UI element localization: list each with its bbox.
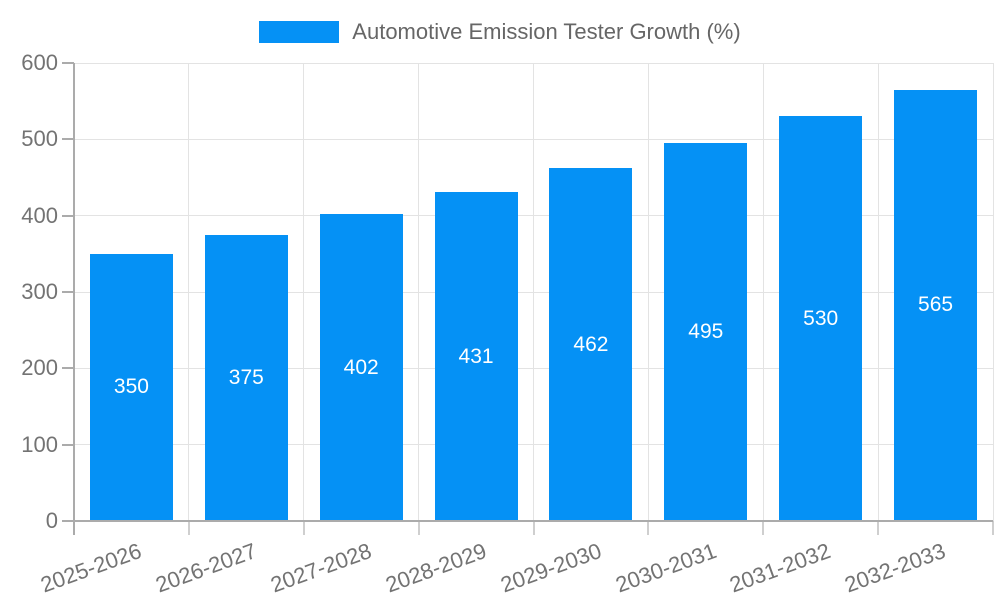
bar[interactable] <box>549 168 633 521</box>
gridline-vertical <box>303 63 305 521</box>
gridline-vertical <box>877 63 879 521</box>
bar[interactable] <box>664 143 748 521</box>
x-axis-tick <box>187 521 190 535</box>
bar[interactable] <box>319 214 403 521</box>
x-axis-tick <box>532 521 535 535</box>
y-axis-tick <box>62 138 74 141</box>
x-axis-tick-label: 2031-2032 <box>726 538 835 598</box>
legend-label: Automotive Emission Tester Growth (%) <box>352 19 741 44</box>
y-axis-tick <box>62 214 74 217</box>
gridline-vertical <box>992 63 994 521</box>
y-axis-tick <box>62 291 74 293</box>
y-axis-tick-label: 300 <box>21 279 58 304</box>
y-axis-tick-label: 400 <box>21 202 58 228</box>
x-axis-tick <box>302 521 305 535</box>
y-axis-tick <box>62 443 74 446</box>
gridline-vertical <box>418 63 420 521</box>
x-axis-tick <box>877 521 880 535</box>
x-axis-line <box>62 520 993 522</box>
y-axis-tick-label: 200 <box>21 355 58 381</box>
gridline-vertical <box>647 63 649 521</box>
bar[interactable] <box>89 253 173 521</box>
y-axis-tick <box>62 62 74 64</box>
y-axis-tick <box>62 367 74 370</box>
x-axis-tick <box>417 521 420 535</box>
bar[interactable] <box>779 116 863 521</box>
y-axis-line <box>73 63 75 535</box>
gridline-vertical <box>762 63 764 521</box>
gridline-vertical <box>533 63 534 521</box>
y-axis-tick-label: 600 <box>21 50 58 75</box>
bar[interactable] <box>434 192 518 521</box>
x-axis-tick-label: 2030-2031 <box>611 538 720 598</box>
x-axis-tick <box>762 521 765 535</box>
x-axis-tick-label: 2029-2030 <box>497 538 605 598</box>
y-axis-tick-label: 500 <box>21 126 58 152</box>
bar[interactable] <box>204 234 288 521</box>
x-axis-tick <box>992 521 994 535</box>
y-axis-tick-label: 0 <box>45 508 58 533</box>
x-axis-tick-label: 2027-2028 <box>267 538 375 598</box>
gridline-vertical <box>188 63 190 521</box>
legend[interactable]: Automotive Emission Tester Growth (%) <box>0 16 1000 48</box>
x-axis-tick-label: 2032-2033 <box>841 538 950 598</box>
x-axis-tick-label: 2028-2029 <box>382 538 490 598</box>
legend-swatch <box>259 21 340 43</box>
x-axis-tick-label: 2025-2026 <box>37 538 145 598</box>
bar[interactable] <box>894 89 978 521</box>
x-axis-tick-label: 2026-2027 <box>152 538 260 598</box>
x-axis-tick <box>647 521 650 535</box>
y-axis-tick-label: 100 <box>21 431 58 457</box>
